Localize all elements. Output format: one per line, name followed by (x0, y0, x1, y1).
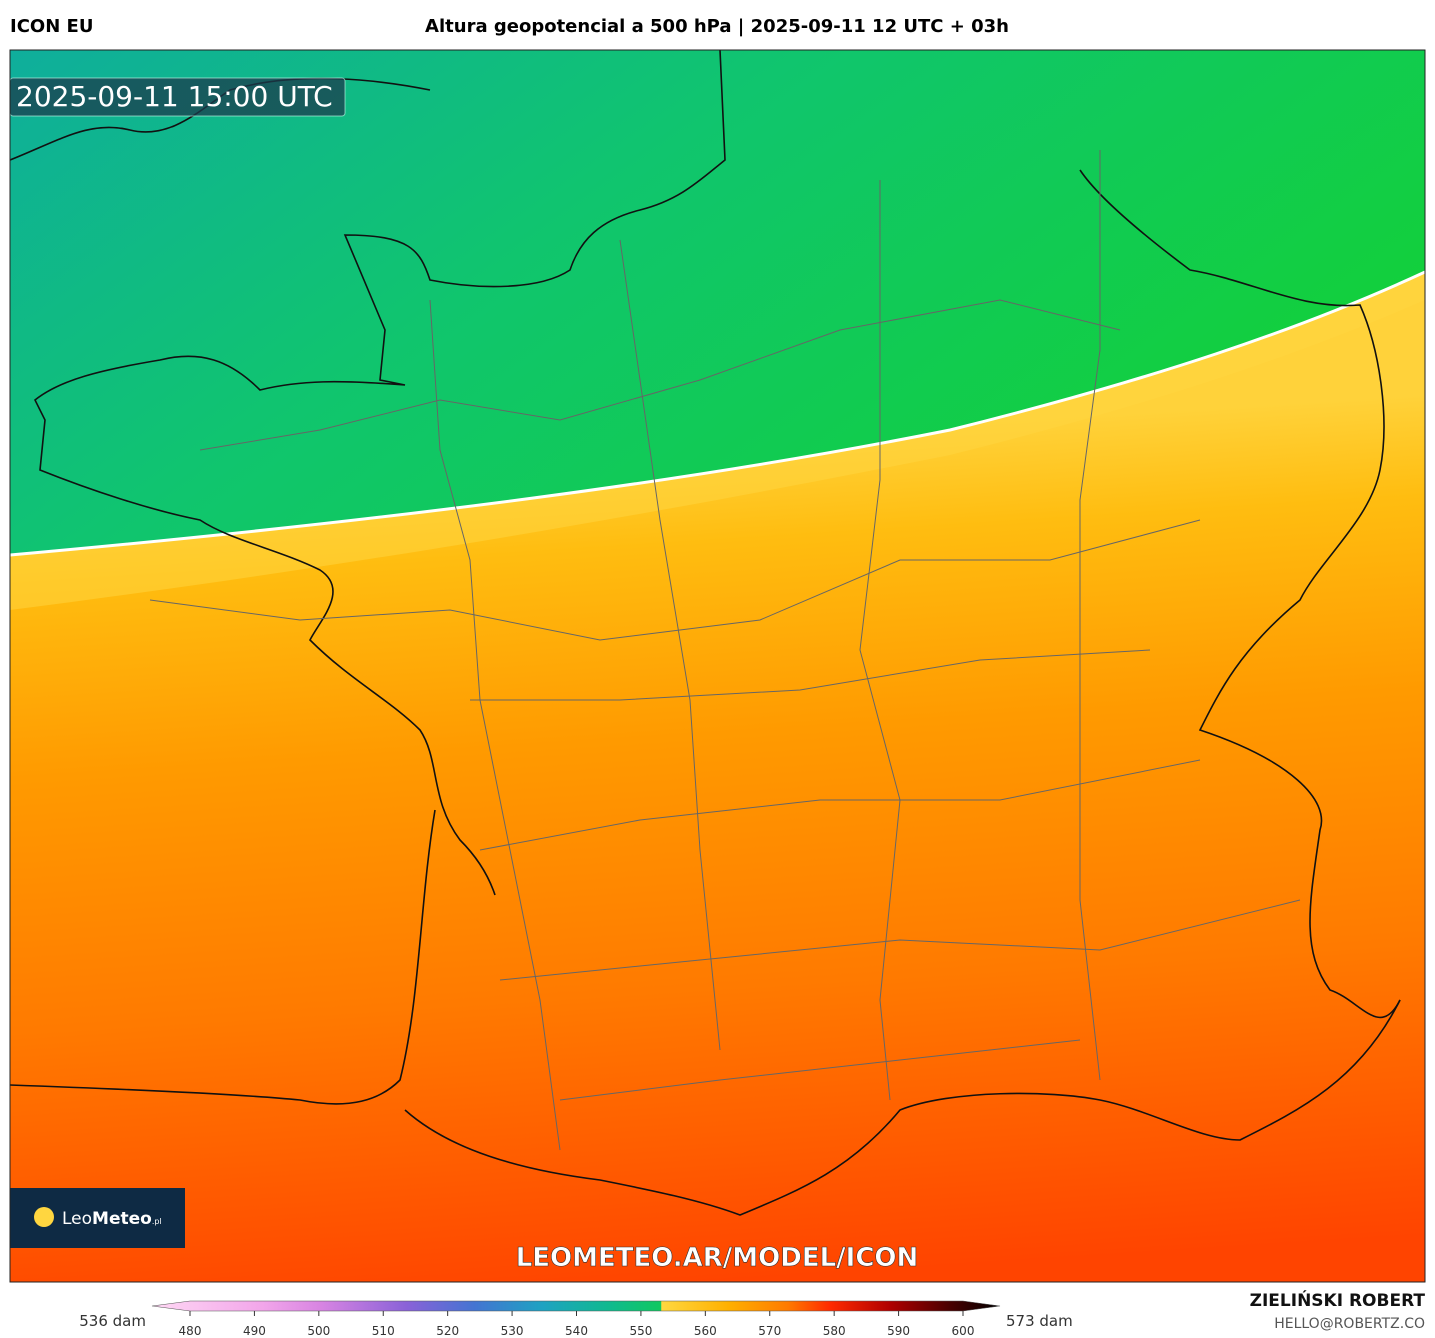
map: 2025-09-11 15:00 UTC LeoMeteo.pl LEOMETE… (10, 50, 1425, 1282)
logo-sun (34, 1207, 54, 1227)
colorbar-tick-label: 550 (629, 1324, 652, 1338)
colorbar-tick-label: 560 (694, 1324, 717, 1338)
logo-bold: Meteo (92, 1209, 152, 1229)
colorbar-tick-label: 570 (758, 1324, 781, 1338)
logo-light: Leo (62, 1209, 92, 1229)
map-frame (9, 49, 1426, 1283)
time-box (10, 77, 346, 117)
colorbar-tick-label: 510 (372, 1324, 395, 1338)
model-name: ICON EU (10, 16, 93, 37)
cold-field (10, 50, 1425, 555)
contour-band (10, 272, 1425, 610)
map-title: Altura geopotencial a 500 hPa | 2025-09-… (425, 16, 1009, 37)
colorbar-tick-label: 490 (243, 1324, 266, 1338)
watermark: LEOMETEO.AR/MODEL/ICON (516, 1243, 919, 1273)
logo-suffix: .pl (152, 1217, 162, 1226)
colorbar-tick-label: 590 (887, 1324, 910, 1338)
author: ZIELIŃSKI ROBERT (1250, 1289, 1426, 1311)
colorbar: 536 dam 573 dam 480 490 500 510 520 530 540 550… (79, 1300, 1073, 1338)
contour-line (10, 270, 1425, 557)
logo: LeoMeteo.pl (62, 1209, 162, 1229)
colorbar-tick-label: 540 (565, 1324, 588, 1338)
colorbar-tick-label: 530 (501, 1324, 524, 1338)
max-label: 573 dam (1006, 1312, 1073, 1330)
colorbar-tick-label: 580 (823, 1324, 846, 1338)
colorbar-strip (151, 1300, 1001, 1312)
colorbar-tick-label: 500 (307, 1324, 330, 1338)
min-label: 536 dam (79, 1312, 146, 1330)
valid-time: 2025-09-11 15:00 UTC (16, 80, 333, 113)
colorbar-tick-label: 600 (952, 1324, 975, 1338)
contact: HELLO@ROBERTZ.CO (1274, 1316, 1425, 1332)
borders (149, 150, 1301, 1151)
colorbar-tick-label: 520 (436, 1324, 459, 1338)
colorbar-tick-label: 480 (179, 1324, 202, 1338)
